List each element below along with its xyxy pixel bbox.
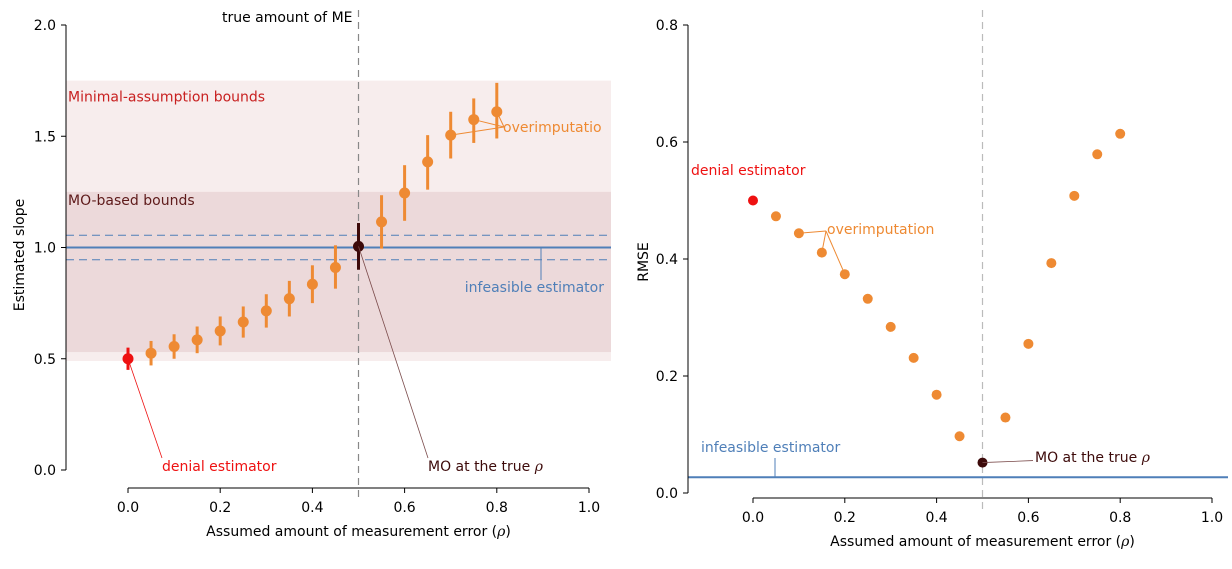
overimputation-label-leader [473, 119, 505, 128]
y-tick-label: 0.6 [656, 135, 678, 151]
x-tick-label: 0.8 [1109, 510, 1131, 526]
overimputation-point [1000, 412, 1011, 423]
denial-estimator-label: denial estimator [162, 459, 277, 475]
overimputation-point [422, 156, 434, 168]
y-tick-label: 2.0 [34, 18, 56, 34]
overimputation-point [237, 316, 249, 328]
x-tick-label: 0.2 [209, 500, 231, 516]
overimputation-point [770, 211, 781, 222]
x-tick-label: 0.0 [117, 500, 139, 516]
x-axis-label: Assumed amount of measurement error (ρ) [206, 524, 511, 540]
overimputation-point [306, 278, 318, 290]
overimputation-point [260, 305, 272, 317]
overimputation-label: overimputation [827, 222, 934, 238]
x-tick-label: 1.0 [578, 500, 600, 516]
overimputation-label-leader [450, 126, 505, 136]
mo-true-leader [358, 246, 429, 459]
y-tick-label: 0.5 [34, 352, 56, 368]
mo-based-label: MO-based bounds [68, 193, 195, 209]
y-axis-label: RMSE [636, 242, 652, 282]
overimputation-point [908, 352, 919, 363]
x-tick-label: 0.0 [742, 510, 764, 526]
x-tick-label: 0.4 [301, 500, 323, 516]
overimputation-label-leader [825, 230, 846, 275]
overimputation-point [145, 347, 157, 359]
true-me-label: true amount of ME [222, 10, 353, 26]
x-axis-label-close: ) [1129, 534, 1134, 550]
overimputation-point [1046, 258, 1057, 269]
overimputation-point [191, 334, 203, 346]
x-tick-label: 0.2 [834, 510, 856, 526]
x-axis-label-text: Assumed amount of measurement error ( [206, 524, 497, 540]
x-tick-label: 1.0 [1201, 510, 1223, 526]
x-axis-label-close: ) [505, 524, 510, 540]
x-tick-label: 0.6 [1017, 510, 1039, 526]
x-axis-label-text: Assumed amount of measurement error ( [830, 534, 1121, 550]
overimputation-label: overimputatio [503, 120, 602, 136]
y-tick-label: 0.0 [34, 463, 56, 479]
overimputation-point [1069, 190, 1080, 201]
overimputation-point [954, 431, 965, 442]
overimputation-point [168, 341, 180, 353]
x-axis-label: Assumed amount of measurement error (ρ) [830, 534, 1135, 550]
infeasible-estimator-label: infeasible estimator [701, 440, 840, 456]
left-panel-estimated-slope: Minimal-assumption bounds MO-based bounds… [12, 10, 611, 540]
mo-true-label: MO at the true ρ [1035, 450, 1151, 466]
overimputation-point [376, 216, 388, 228]
mo-true-label-text: MO at the true [428, 459, 535, 475]
mo-true-label-symbol: ρ [1141, 450, 1151, 466]
x-tick-label: 0.6 [393, 500, 415, 516]
overimputation-label-leader [496, 111, 505, 128]
y-tick-label: 1.0 [34, 241, 56, 257]
mo-true-label-symbol: ρ [534, 459, 544, 475]
y-tick-label: 0.4 [656, 252, 678, 268]
overimputation-point [1115, 128, 1126, 139]
denial-estimator-leader [127, 358, 163, 459]
mo-true-label-text: MO at the true [1035, 450, 1142, 466]
infeasible-estimator-label: infeasible estimator [465, 280, 604, 296]
overimputation-point [214, 325, 226, 337]
y-tick-label: 0.0 [656, 486, 678, 502]
denial-estimator-point [748, 195, 758, 206]
denial-estimator-label: denial estimator [691, 163, 806, 179]
x-tick-label: 0.4 [925, 510, 947, 526]
overimputation-point [1023, 338, 1034, 349]
y-tick-label: 0.8 [656, 18, 678, 34]
y-tick-label: 1.5 [34, 129, 56, 145]
right-panel-rmse: infeasible estimator overimputation denial… [636, 10, 1228, 550]
overimputation-point [1092, 149, 1103, 160]
overimputation-point [399, 187, 411, 199]
overimputation-point [329, 262, 341, 274]
minimal-assumption-label: Minimal-assumption bounds [68, 90, 265, 106]
overimputation-label-leader [821, 230, 827, 253]
denial-estimator-point [122, 353, 134, 365]
mo-true-leader [982, 460, 1034, 463]
y-axis-label: Estimated slope [12, 199, 28, 311]
overimputation-point [283, 293, 295, 305]
overimputation-label-leader [798, 230, 827, 234]
x-axis-label-symbol: ρ [1120, 534, 1130, 550]
mo-true-label: MO at the true ρ [428, 459, 544, 475]
overimputation-point [862, 293, 873, 304]
x-axis-label-symbol: ρ [496, 524, 506, 540]
overimputation-point [885, 321, 896, 332]
x-tick-label: 0.8 [486, 500, 508, 516]
y-tick-label: 0.2 [656, 369, 678, 385]
overimputation-point [931, 389, 942, 400]
